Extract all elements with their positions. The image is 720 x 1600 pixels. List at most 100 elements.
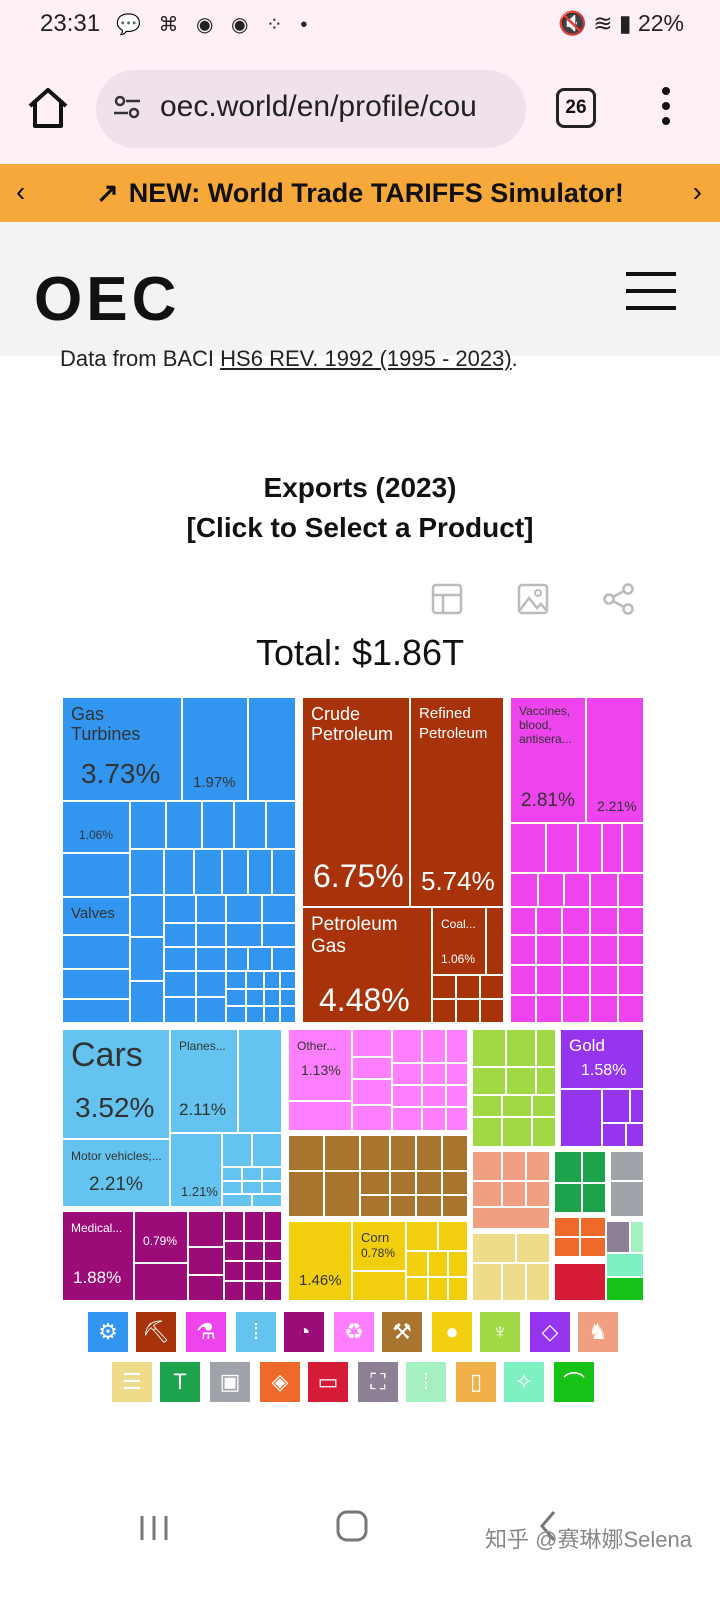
tile-machine-small[interactable] <box>164 997 196 1023</box>
tile-transport-small[interactable] <box>262 1181 282 1194</box>
tile-precious-small[interactable] <box>602 1089 630 1123</box>
tile-animal-small[interactable] <box>526 1181 550 1207</box>
table-view-icon[interactable] <box>430 582 464 616</box>
road-icon[interactable]: ⁞ <box>236 1312 276 1352</box>
tile-chemical-small[interactable] <box>510 965 536 995</box>
tile-machine-small[interactable] <box>246 989 264 1006</box>
tile-metal-small[interactable] <box>442 1195 468 1217</box>
tile-mineral-small[interactable] <box>486 907 504 975</box>
tile-transport-small[interactable] <box>222 1194 252 1207</box>
tile-food-small[interactable] <box>406 1251 428 1277</box>
tile-instrument-small[interactable] <box>134 1263 188 1301</box>
tile-coal[interactable]: Coal... 1.06% <box>432 907 486 975</box>
tile-chemical-small[interactable] <box>618 873 644 907</box>
tile-metal-small[interactable] <box>360 1171 390 1195</box>
tile-instrument-b[interactable]: 0.79% <box>134 1211 188 1263</box>
tile-chemical-small[interactable] <box>510 995 536 1023</box>
tile-machine-small[interactable] <box>264 1006 280 1023</box>
wheat-icon[interactable]: ♆ <box>480 1312 520 1352</box>
tile-animal-small[interactable] <box>526 1151 550 1181</box>
shirt-icon[interactable]: T <box>160 1362 200 1402</box>
tile-plastic-small[interactable] <box>422 1063 446 1085</box>
site-logo[interactable]: OEC <box>34 265 181 334</box>
tile-plastic-small[interactable] <box>422 1029 446 1063</box>
tile-vegetable-small[interactable] <box>536 1029 556 1067</box>
tile-metal-small[interactable] <box>390 1135 416 1171</box>
tile-valves[interactable]: Valves <box>62 897 130 935</box>
tile-vegetable-small[interactable] <box>472 1029 506 1067</box>
tile-misc-small[interactable] <box>580 1237 606 1257</box>
tile-plastic-small[interactable] <box>392 1107 422 1131</box>
tile-food-small[interactable] <box>428 1251 448 1277</box>
tile-chemical-small[interactable] <box>590 995 618 1023</box>
tile-food-a[interactable]: 1.46% <box>288 1221 352 1301</box>
tile-machine-small[interactable] <box>226 895 262 923</box>
tile-instrument-small[interactable] <box>264 1241 282 1261</box>
tile-textile-small[interactable] <box>582 1151 606 1183</box>
banner-text[interactable]: NEW: World Trade TARIFFS Simulator! <box>128 177 624 208</box>
tile-animal-small[interactable] <box>472 1181 502 1207</box>
gauge-icon[interactable]: ◔ <box>284 1312 324 1352</box>
data-source-link[interactable]: HS6 REV. 1992 (1995 - 2023) <box>220 346 512 371</box>
tile-chemical-small[interactable] <box>562 965 590 995</box>
tile-transport-small[interactable] <box>222 1133 252 1167</box>
image-download-icon[interactable] <box>516 582 550 616</box>
tile-plastic-small[interactable] <box>352 1057 392 1079</box>
leather-icon[interactable]: ✧ <box>504 1362 544 1402</box>
tile-metal-small[interactable] <box>324 1135 360 1171</box>
tile-machine-small[interactable] <box>272 849 296 895</box>
tile-precious-small[interactable] <box>630 1089 644 1123</box>
tile-vegetable-small[interactable] <box>506 1029 536 1067</box>
tile-vegetable-small[interactable] <box>532 1095 556 1117</box>
tile-instrument-small[interactable] <box>224 1241 244 1261</box>
tab-switcher-button[interactable]: 26 <box>556 88 596 128</box>
tile-machine-small[interactable] <box>164 923 196 947</box>
recycle-icon[interactable]: ♻ <box>334 1312 374 1352</box>
tile-instrument-small[interactable] <box>244 1261 264 1281</box>
home-nav-icon[interactable] <box>334 1508 370 1544</box>
tile-chemical-small[interactable] <box>590 935 618 965</box>
tile-food-small[interactable] <box>438 1221 468 1251</box>
tile-machine-small[interactable] <box>264 989 280 1006</box>
tile-plastic-small[interactable] <box>392 1063 422 1085</box>
tile-machine-small[interactable] <box>196 947 226 971</box>
tile-machine-small[interactable] <box>164 895 196 923</box>
tile-chemical-small[interactable] <box>510 823 546 873</box>
more-options-icon[interactable] <box>660 86 672 126</box>
tile-food-small[interactable] <box>352 1271 406 1301</box>
tile-metal-small[interactable] <box>416 1171 442 1195</box>
tile-vegetable-small[interactable] <box>472 1067 506 1095</box>
tile-metal-small[interactable] <box>442 1135 468 1171</box>
tile-transport-small[interactable] <box>252 1194 282 1207</box>
tile-machine-small[interactable] <box>262 923 296 947</box>
tile-chemical-small[interactable] <box>602 823 622 873</box>
tile-machine-small[interactable] <box>262 895 296 923</box>
tile-chemical-small[interactable] <box>538 873 564 907</box>
tile-chemical-small[interactable] <box>536 935 562 965</box>
ticket-icon[interactable]: ▭ <box>308 1362 348 1402</box>
tile-chemical-small[interactable] <box>562 907 590 935</box>
tile-textile-small[interactable] <box>582 1183 606 1213</box>
tile-instrument-small[interactable] <box>264 1281 282 1301</box>
tile-vegetable-small[interactable] <box>532 1117 556 1147</box>
tile-chemical-small[interactable] <box>618 995 644 1023</box>
tile-mineral-small[interactable] <box>480 999 504 1023</box>
tile-instrument-small[interactable] <box>188 1247 224 1275</box>
tile-instrument-small[interactable] <box>244 1241 264 1261</box>
tile-transport-c[interactable]: 1.21% <box>170 1133 222 1207</box>
tile-machine-small[interactable] <box>264 971 280 989</box>
tile-metal-small[interactable] <box>288 1135 324 1171</box>
easel-icon[interactable]: ⛶ <box>358 1362 398 1402</box>
tile-medical[interactable]: Medical... 1.88% <box>62 1211 134 1301</box>
tile-machine-small[interactable] <box>246 971 264 989</box>
tile-food-small[interactable] <box>428 1277 448 1301</box>
tile-transport-small[interactable] <box>242 1167 262 1181</box>
tile-chemical-small[interactable] <box>618 965 644 995</box>
tile-machine-small[interactable] <box>222 849 248 895</box>
tile-instrument-small[interactable] <box>188 1275 224 1301</box>
tile-machine-small[interactable] <box>164 849 194 895</box>
tile-machine-small[interactable] <box>164 971 196 997</box>
tile-machine-small[interactable] <box>248 947 272 971</box>
tile-planes[interactable]: Planes... 2.11% <box>170 1029 238 1133</box>
vial-icon[interactable]: ▯ <box>456 1362 496 1402</box>
